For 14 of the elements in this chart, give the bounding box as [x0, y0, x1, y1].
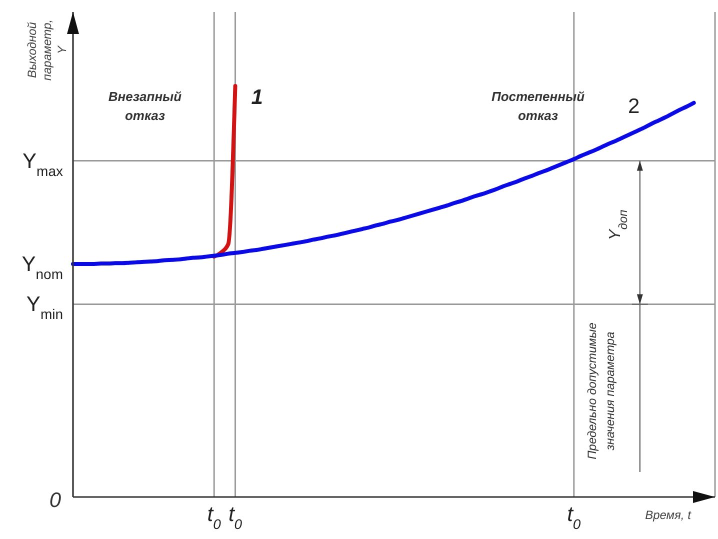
annotation: Внезапный отказ: [108, 89, 182, 123]
series-label: 2: [628, 94, 640, 118]
x-axis-title: Время, t: [645, 508, 692, 522]
x-tick-label: t$_{0}$: [207, 503, 222, 532]
ref-line-label: Y$_{min}$: [26, 293, 63, 322]
text: 0: [49, 489, 62, 512]
annotation: Постепенный отказ: [491, 89, 585, 123]
x-tick-label: t$_{0}$: [228, 503, 242, 532]
annotation: Предельно допустимые значения параметра: [585, 322, 617, 460]
series-label: 1: [251, 86, 263, 109]
x-tick-label: t$_{0}$: [567, 503, 581, 532]
y-axis-title: Выходной параметр, Y: [25, 19, 69, 81]
text: Y$_{nom}$: [22, 253, 63, 282]
ref-line-label: Y$_{max}$: [22, 150, 63, 179]
